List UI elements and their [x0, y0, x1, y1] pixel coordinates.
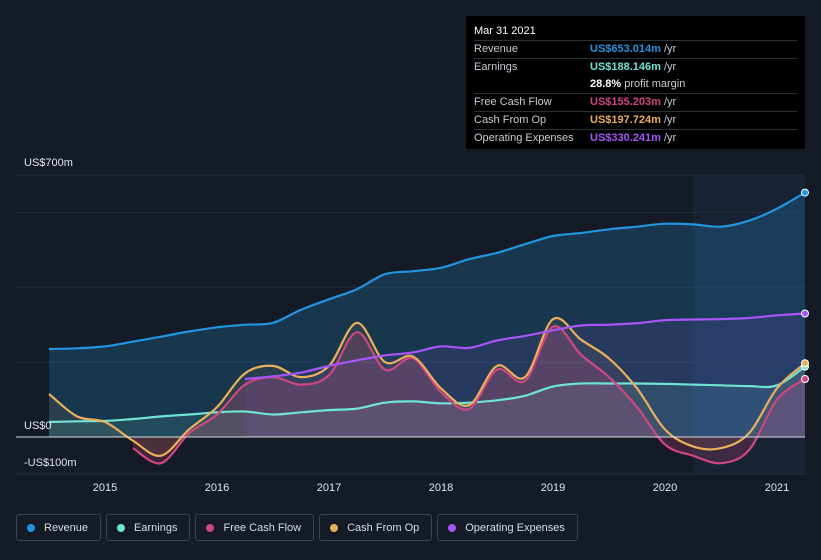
x-tick-label: 2018 [429, 482, 453, 494]
legend-label: Free Cash Flow [223, 521, 302, 534]
tooltip-row-free-cash-flow: Free Cash Flow US$155.203m /yr [474, 93, 797, 111]
tooltip-label: Free Cash Flow [474, 96, 552, 108]
tooltip-value: US$330.241m [590, 132, 661, 144]
tooltip-unit: profit margin [624, 78, 686, 90]
legend-item-operating-expenses[interactable]: Operating Expenses [437, 514, 578, 541]
y-tick-label-bottom: -US$100m [24, 457, 77, 469]
line-earnings [48, 365, 806, 424]
tooltip-label: Operating Expenses [474, 132, 574, 144]
tooltip-unit: /yr [663, 96, 677, 108]
series-areas [49, 192, 805, 464]
legend-label: Cash From Op [347, 521, 420, 534]
tooltip-value: US$155.203m [590, 96, 661, 108]
y-tick-label-zero: US$0 [24, 420, 52, 432]
tooltip-row-earnings: Earnings US$188.146m /yr [474, 58, 797, 76]
tooltip: Mar 31 2021 Revenue US$653.014m /yr Earn… [466, 16, 805, 149]
tooltip-value: US$197.724m [590, 114, 661, 126]
endpoint-revenue [801, 188, 809, 197]
legend-item-earnings[interactable]: Earnings [106, 514, 191, 541]
endpoint-cash-from-op [801, 359, 809, 368]
tooltip-value: 28.8% [590, 78, 622, 90]
area-cash-from-op [49, 317, 805, 456]
tooltip-row-cash-from-op: Cash From Op US$197.724m /yr [474, 111, 797, 129]
line-operating-expenses [244, 312, 806, 381]
legend-dot-icon [117, 523, 126, 532]
tooltip-unit: /yr [663, 132, 677, 144]
series-endpoints [801, 188, 809, 383]
legend-dot-icon [27, 523, 35, 532]
x-tick-label: 2021 [765, 482, 789, 494]
y-tick-label-top: US$700m [24, 157, 73, 169]
x-tick-label: 2016 [205, 482, 229, 494]
tooltip-date: Mar 31 2021 [474, 25, 536, 37]
x-tick-label: 2015 [93, 482, 117, 494]
area-free-cash-flow [133, 326, 805, 464]
legend-dot-icon [206, 523, 215, 532]
tooltip-unit: /yr [663, 43, 677, 55]
area-revenue [49, 192, 805, 437]
legend-label: Revenue [44, 521, 89, 534]
x-tick-label: 2019 [541, 482, 565, 494]
series-lines [48, 191, 806, 465]
gridlines [16, 174, 805, 475]
line-free-cash-flow [132, 325, 806, 465]
legend-dot-icon [448, 523, 457, 532]
forecast-highlight [693, 175, 805, 474]
tooltip-label: Revenue [474, 43, 519, 55]
x-tick-label: 2020 [653, 482, 677, 494]
x-axis-ticks: 2015 2016 2017 2018 2019 2020 2021 [93, 482, 789, 494]
tooltip-unit: /yr [663, 114, 677, 126]
legend-item-cash-from-op[interactable]: Cash From Op [319, 514, 433, 541]
tooltip-value: US$188.146m [590, 61, 661, 73]
legend-item-revenue[interactable]: Revenue [16, 514, 102, 541]
legend-dot-icon [330, 523, 339, 532]
tooltip-value: US$653.014m [590, 43, 661, 55]
line-revenue [48, 191, 806, 351]
area-operating-expenses [245, 313, 805, 437]
tooltip-row-operating-expenses: Operating Expenses US$330.241m /yr [474, 129, 797, 147]
line-cash-from-op [48, 316, 806, 457]
tooltip-row-revenue: Revenue US$653.014m /yr [474, 40, 797, 58]
legend-label: Earnings [134, 521, 178, 534]
endpoint-free-cash-flow [801, 374, 809, 383]
tooltip-label: Cash From Op [474, 114, 547, 126]
tooltip-row-profit-margin: 28.8% profit margin [474, 76, 797, 93]
legend-item-free-cash-flow[interactable]: Free Cash Flow [195, 514, 315, 541]
endpoint-operating-expenses [801, 309, 809, 318]
tooltip-label: Earnings [474, 61, 518, 73]
chart-area: US$700m US$0 -US$100m 2015 2016 2017 2018 20… [16, 157, 809, 494]
tooltip-label [474, 76, 590, 93]
x-tick-label: 2017 [317, 482, 341, 494]
tooltip-unit: /yr [663, 61, 677, 73]
legend: Revenue Earnings Free Cash Flow Cash Fro… [16, 514, 578, 541]
legend-label: Operating Expenses [465, 521, 565, 534]
